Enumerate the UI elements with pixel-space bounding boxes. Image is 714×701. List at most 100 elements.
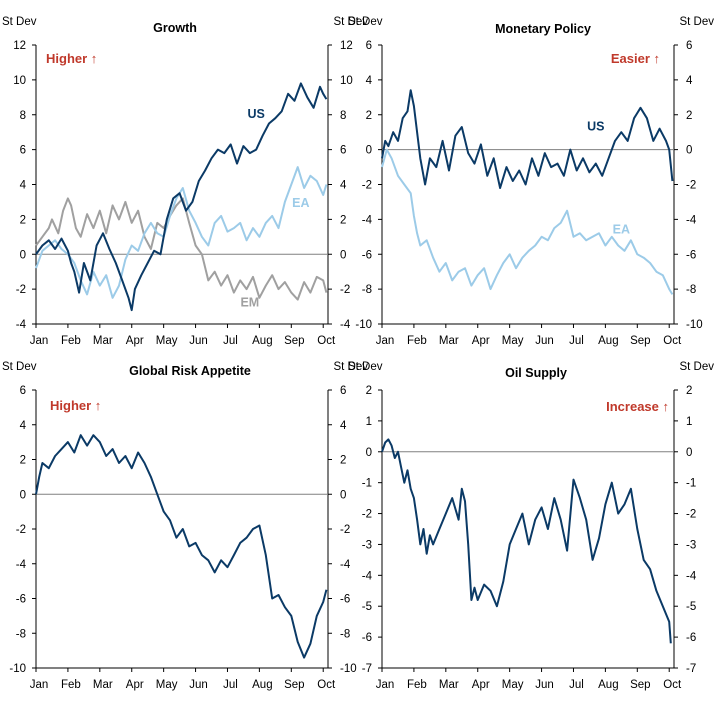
series-line-ea [381, 148, 674, 295]
x-tick-label-jan: Jan [376, 679, 395, 691]
y-tick-label-left: -4 [362, 214, 373, 226]
y-tick-label-right: -6 [340, 594, 350, 606]
series-label-us: US [248, 107, 265, 121]
y-axis-label-left: St Dev [2, 361, 37, 373]
y-tick-label-right: -10 [340, 663, 357, 675]
y-tick-label-left: -8 [362, 284, 372, 296]
y-tick-label-right: -8 [686, 284, 696, 296]
y-tick-label-left: 0 [20, 489, 26, 501]
y-tick-label-right: 2 [686, 110, 692, 122]
x-tick-label-oct: Oct [663, 335, 682, 347]
y-tick-label-left: -5 [362, 601, 372, 613]
x-tick-label-feb: Feb [61, 335, 81, 347]
y-tick-label-right: 8 [340, 110, 346, 122]
x-tick-label-may: May [502, 679, 524, 691]
y-tick-label-right: 6 [340, 145, 346, 157]
y-tick-label-right: -2 [340, 524, 350, 536]
x-tick-label-jul: Jul [569, 679, 584, 691]
y-tick-label-left: -2 [362, 180, 372, 192]
y-tick-label-right: 0 [686, 447, 692, 459]
y-tick-label-right: -2 [340, 284, 350, 296]
y-tick-label-left: 6 [20, 145, 26, 157]
x-tick-label-mar: Mar [439, 335, 459, 347]
x-tick-label-mar: Mar [439, 679, 459, 691]
y-axis-label-right: St Dev [679, 361, 714, 373]
y-tick-label-right: -5 [686, 601, 696, 613]
y-tick-label-right: 1 [686, 416, 692, 428]
chart-title: Monetary Policy [495, 22, 591, 36]
x-tick-label-feb: Feb [407, 335, 427, 347]
y-tick-label-left: 2 [366, 110, 372, 122]
y-tick-label-right: -3 [686, 539, 696, 551]
y-tick-label-left: -6 [362, 249, 372, 261]
y-tick-label-left: 4 [20, 420, 27, 432]
x-tick-label-sep: Sep [630, 679, 650, 691]
y-tick-label-right: 4 [686, 75, 693, 87]
y-tick-label-right: 0 [340, 489, 346, 501]
y-tick-label-right: 0 [686, 145, 692, 157]
y-tick-label-left: -2 [16, 524, 26, 536]
x-tick-label-jun: Jun [535, 679, 554, 691]
y-axis-label-left: St Dev [348, 16, 383, 28]
monetary-policy-chart: Monetary Policy St Dev St Dev -10 -10 -8 -8 -6 -… [348, 16, 714, 347]
y-tick-label-right: 2 [340, 214, 346, 226]
y-tick-label-right: 4 [340, 420, 347, 432]
x-tick-label-apr: Apr [472, 335, 490, 347]
y-tick-label-left: -3 [362, 539, 372, 551]
direction-annotation: Easier ↑ [611, 51, 660, 66]
x-tick-label-aug: Aug [252, 679, 272, 691]
y-tick-label-right: -4 [340, 319, 351, 331]
y-tick-label-left: -7 [362, 663, 372, 675]
x-tick-label-apr: Apr [126, 335, 144, 347]
y-tick-label-right: -6 [686, 249, 696, 261]
y-tick-label-right: -4 [686, 570, 697, 582]
y-tick-label-right: -4 [340, 559, 351, 571]
y-tick-label-right: 4 [340, 180, 347, 192]
series-label-em: EM [240, 296, 259, 310]
x-tick-label-jun: Jun [535, 335, 554, 347]
y-tick-label-left: 12 [13, 40, 26, 52]
x-tick-label-jul: Jul [223, 335, 238, 347]
chart-title: Global Risk Appetite [129, 364, 251, 378]
y-axis-label-right: St Dev [333, 16, 368, 28]
y-tick-label-left: 8 [20, 110, 26, 122]
x-tick-label-jan: Jan [30, 335, 49, 347]
y-tick-label-right: 12 [340, 40, 353, 52]
x-tick-label-aug: Aug [598, 679, 618, 691]
chart-title: Oil Supply [505, 366, 567, 380]
y-tick-label-left: 4 [366, 75, 373, 87]
x-tick-label-jan: Jan [30, 679, 49, 691]
x-tick-label-aug: Aug [252, 335, 272, 347]
y-tick-label-left: -8 [16, 628, 26, 640]
x-tick-label-jun: Jun [189, 679, 208, 691]
series-line-em [35, 197, 328, 301]
x-tick-label-sep: Sep [630, 335, 650, 347]
y-tick-label-left: 4 [20, 180, 27, 192]
oil-supply-chart: Oil Supply St Dev St Dev -7 -7 -6 -6 -5 -5 -4 -4 -3… [348, 361, 714, 691]
y-axis-label-left: St Dev [2, 16, 37, 28]
direction-annotation: Increase ↑ [606, 399, 669, 414]
y-axis-label-right: St Dev [333, 361, 368, 373]
series-label-ea: EA [292, 196, 309, 210]
y-tick-label-left: 2 [20, 214, 26, 226]
direction-annotation: Higher ↑ [46, 51, 97, 66]
chart-title: Growth [153, 21, 197, 35]
growth-chart: Growth St Dev St Dev -4 -4 -2 -2 0 0 2 2 4 4 6 6 8 8 10 10… [2, 16, 368, 347]
series-line-oil-supply [381, 438, 672, 644]
y-tick-label-right: 0 [340, 249, 346, 261]
y-tick-label-right: -6 [686, 632, 696, 644]
series-line-us [35, 82, 328, 312]
y-tick-label-right: 2 [686, 385, 692, 397]
x-tick-label-sep: Sep [284, 679, 304, 691]
global-risk-appetite-chart: Global Risk Appetite St Dev St Dev -10 -10 -8… [2, 361, 368, 691]
x-tick-label-oct: Oct [663, 679, 682, 691]
y-tick-label-left: 2 [366, 385, 372, 397]
y-tick-label-left: 0 [366, 447, 372, 459]
series-label-ea: EA [613, 222, 630, 236]
x-tick-label-jan: Jan [376, 335, 395, 347]
series-line-us [381, 89, 674, 189]
x-tick-label-mar: Mar [93, 335, 113, 347]
y-axis-label-left: St Dev [348, 361, 383, 373]
y-tick-label-left: -10 [9, 663, 26, 675]
